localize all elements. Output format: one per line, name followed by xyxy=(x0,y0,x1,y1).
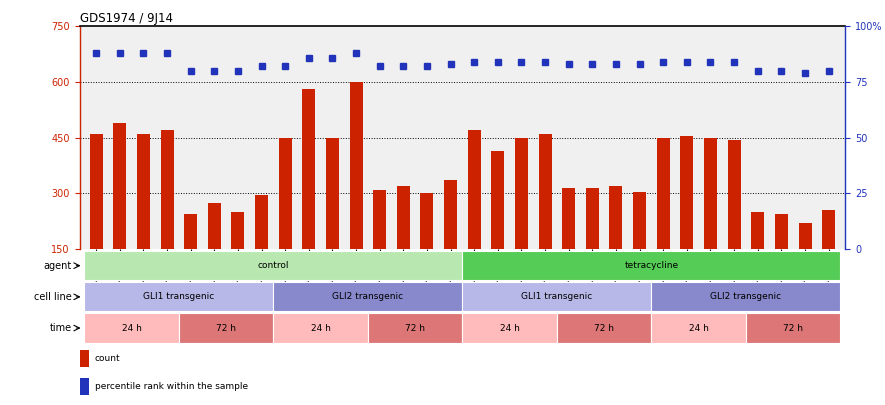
Bar xyxy=(751,212,765,249)
Text: 24 h: 24 h xyxy=(500,324,519,333)
Bar xyxy=(89,134,103,249)
Text: cell line: cell line xyxy=(35,292,72,302)
Bar xyxy=(350,82,363,249)
Text: GLI1 transgenic: GLI1 transgenic xyxy=(521,292,593,301)
Bar xyxy=(463,313,557,343)
Bar xyxy=(396,186,410,249)
Bar xyxy=(539,134,551,249)
Bar xyxy=(681,136,693,249)
Bar xyxy=(798,223,812,249)
Bar xyxy=(633,192,646,249)
Text: GDS1974 / 9J14: GDS1974 / 9J14 xyxy=(80,12,173,25)
Bar xyxy=(368,313,463,343)
Text: GLI2 transgenic: GLI2 transgenic xyxy=(711,292,781,301)
Text: 24 h: 24 h xyxy=(122,324,142,333)
Bar xyxy=(586,188,599,249)
Text: 24 h: 24 h xyxy=(311,324,331,333)
Bar xyxy=(468,130,481,249)
Bar xyxy=(208,202,221,249)
Bar xyxy=(326,138,339,249)
Bar xyxy=(463,251,841,280)
Text: 72 h: 72 h xyxy=(783,324,804,333)
Bar xyxy=(160,130,173,249)
Text: count: count xyxy=(95,354,120,363)
Bar xyxy=(704,138,717,249)
Bar xyxy=(179,313,273,343)
Text: tetracycline: tetracycline xyxy=(625,261,679,270)
Text: GLI1 transgenic: GLI1 transgenic xyxy=(143,292,214,301)
Bar xyxy=(657,138,670,249)
Text: agent: agent xyxy=(43,261,72,271)
Bar xyxy=(84,313,179,343)
Bar xyxy=(273,313,368,343)
Bar xyxy=(562,188,575,249)
Bar xyxy=(775,214,788,249)
Bar xyxy=(463,282,651,311)
Bar xyxy=(303,90,315,249)
Bar xyxy=(444,180,457,249)
Bar xyxy=(727,140,741,249)
Bar xyxy=(80,350,88,367)
Bar xyxy=(651,282,841,311)
Bar xyxy=(279,138,292,249)
Bar xyxy=(651,313,746,343)
Bar xyxy=(420,194,434,249)
Bar xyxy=(137,134,150,249)
Text: 24 h: 24 h xyxy=(689,324,709,333)
Bar xyxy=(255,195,268,249)
Bar xyxy=(822,210,835,249)
Bar xyxy=(113,123,127,249)
Bar xyxy=(84,251,463,280)
Bar xyxy=(491,151,504,249)
Bar xyxy=(273,282,463,311)
Text: time: time xyxy=(50,323,72,333)
Text: 72 h: 72 h xyxy=(405,324,425,333)
Bar xyxy=(80,378,88,395)
Bar xyxy=(515,138,528,249)
Bar xyxy=(373,190,386,249)
Text: 72 h: 72 h xyxy=(216,324,236,333)
Bar xyxy=(746,313,841,343)
Bar xyxy=(184,214,197,249)
Text: 72 h: 72 h xyxy=(594,324,614,333)
Bar xyxy=(232,212,244,249)
Text: percentile rank within the sample: percentile rank within the sample xyxy=(95,382,248,391)
Bar xyxy=(610,186,622,249)
Bar xyxy=(557,313,651,343)
Text: control: control xyxy=(258,261,289,270)
Bar xyxy=(84,282,273,311)
Text: GLI2 transgenic: GLI2 transgenic xyxy=(333,292,404,301)
